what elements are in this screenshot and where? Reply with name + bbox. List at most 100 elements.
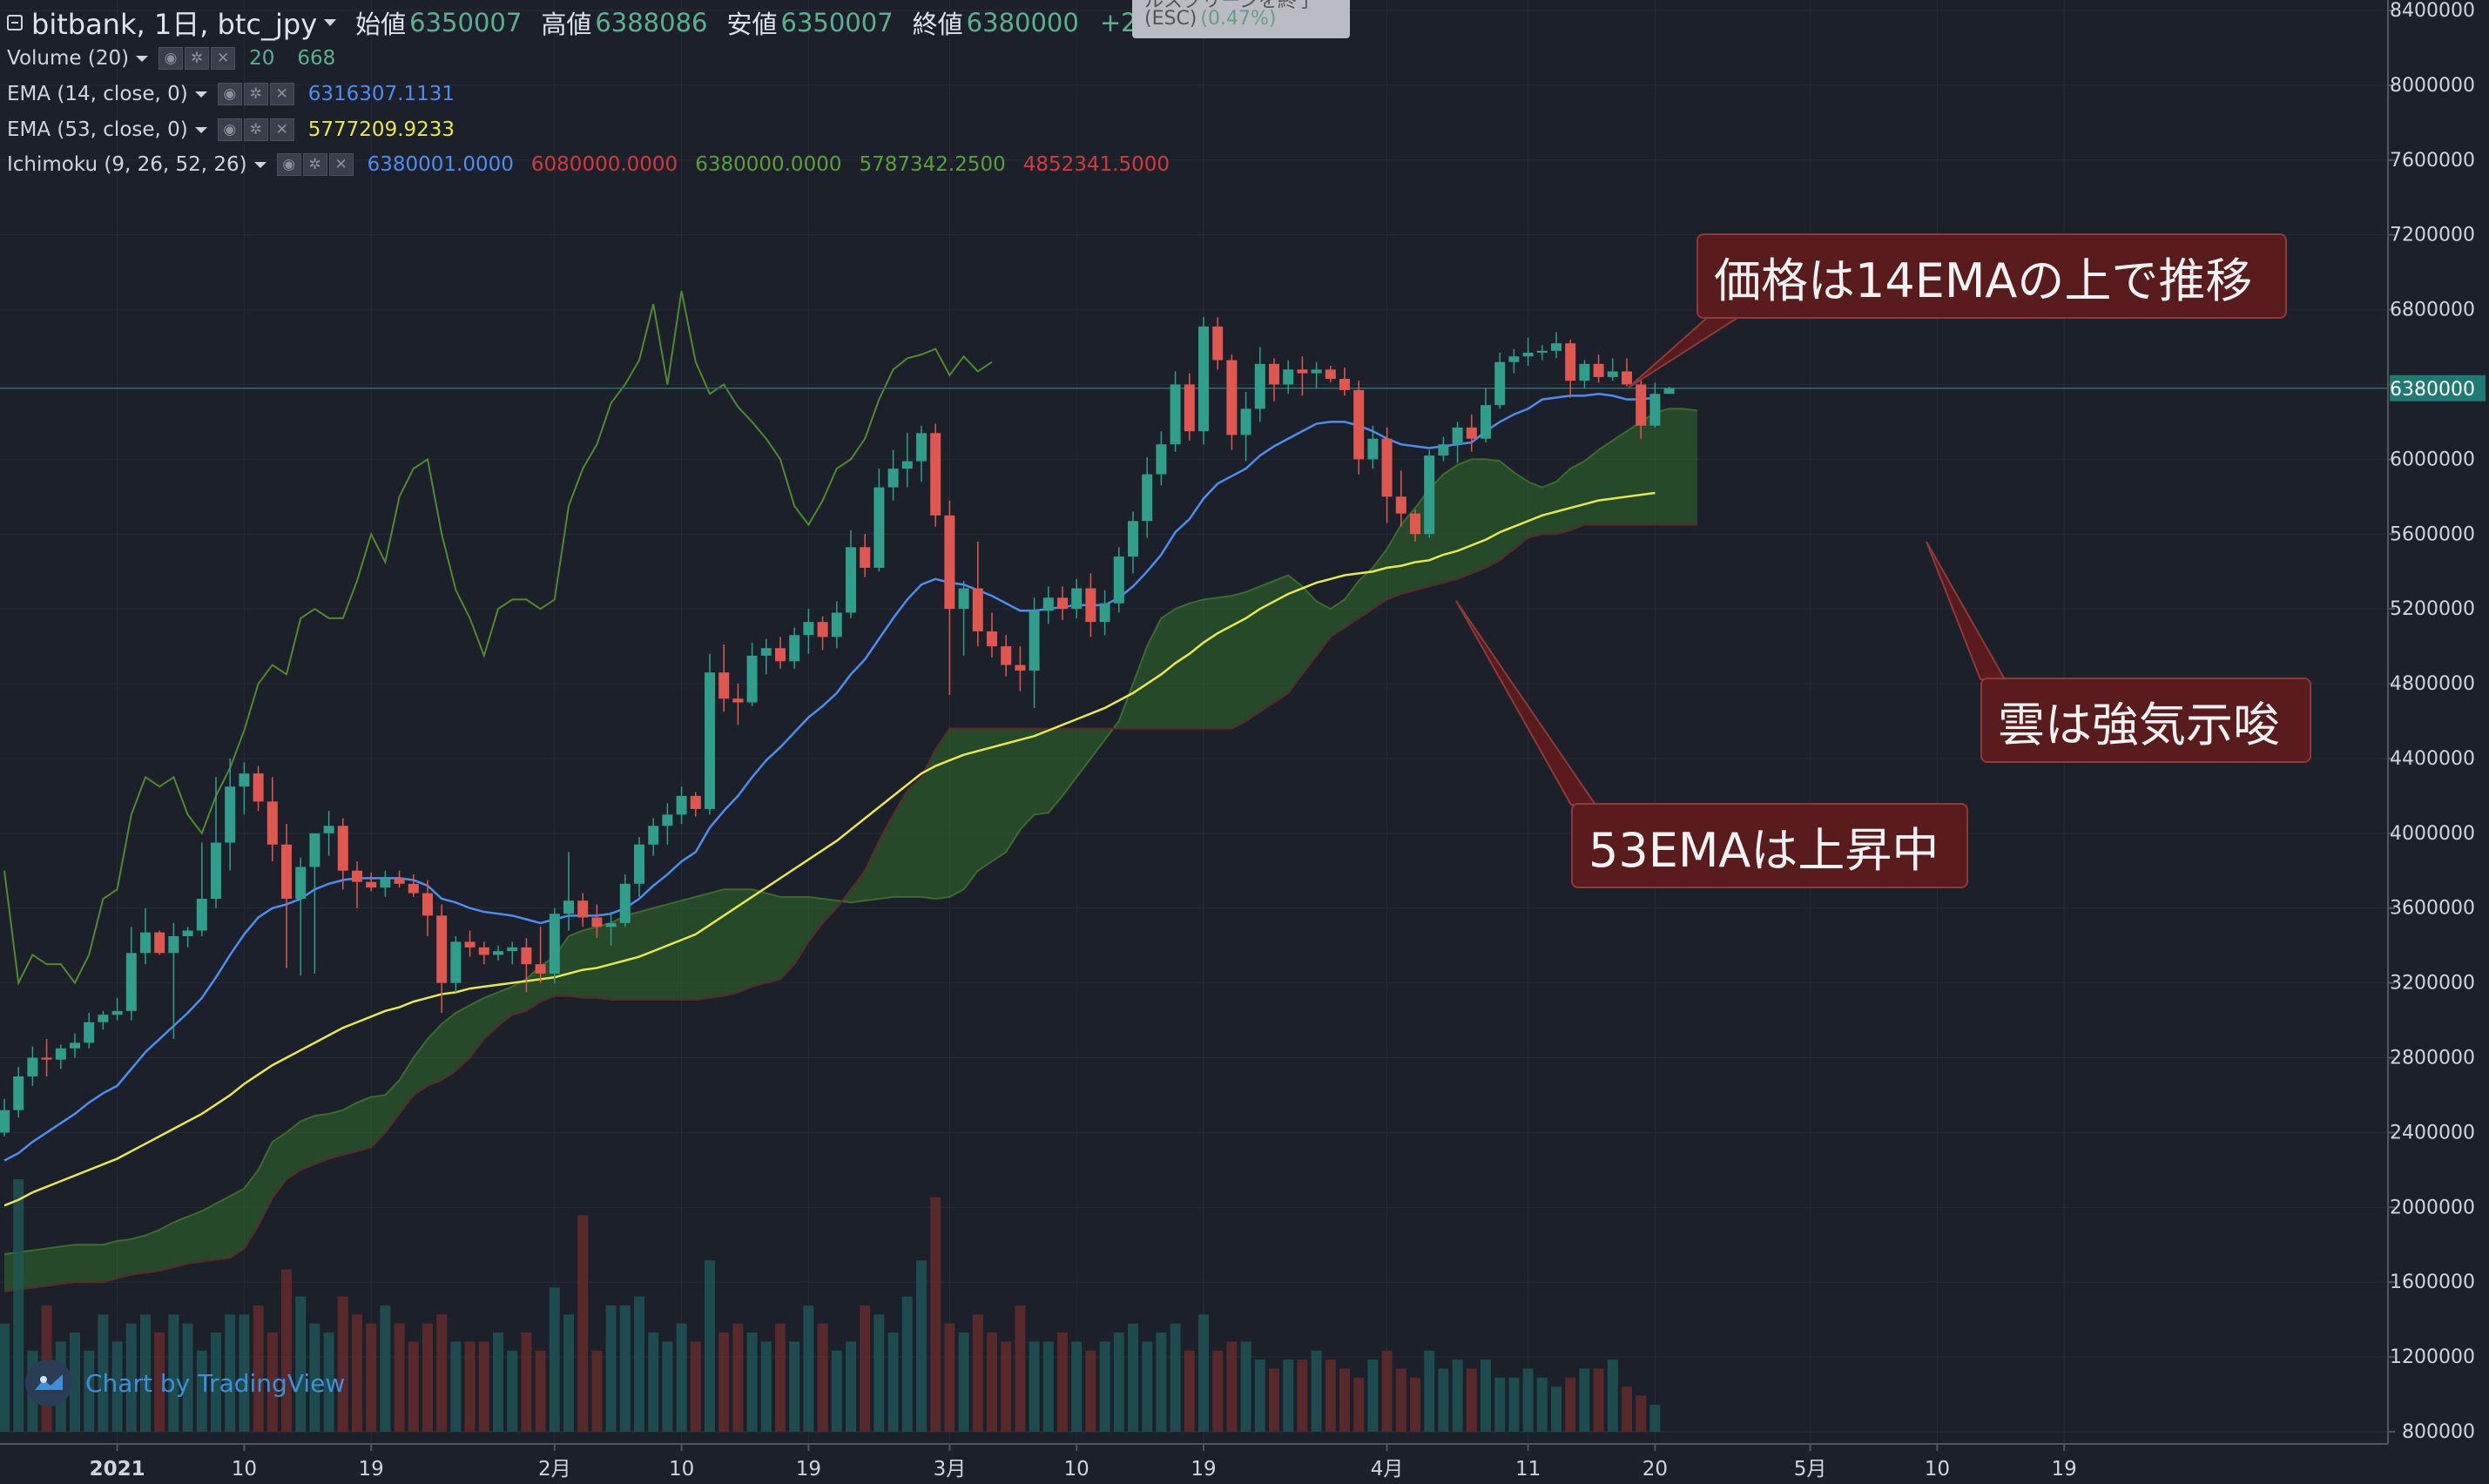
- collapse-legend-icon[interactable]: [7, 15, 23, 30]
- volume-bar: [930, 1197, 941, 1432]
- candle-body: [705, 672, 715, 809]
- candle-body: [478, 947, 489, 955]
- chevron-down-icon[interactable]: [324, 19, 337, 26]
- indicator-name[interactable]: EMA (14, close, 0): [7, 83, 188, 105]
- volume-bar: [239, 1314, 250, 1432]
- price-tick-label: 7600000: [2390, 150, 2475, 172]
- chevron-down-icon[interactable]: [194, 126, 207, 133]
- candle-body: [1607, 371, 1618, 377]
- change-percent: (0.47%): [1200, 8, 1277, 30]
- volume-bar: [84, 1350, 95, 1432]
- eye-icon[interactable]: ◉: [217, 118, 242, 141]
- candle-body: [295, 867, 307, 899]
- volume-bar: [211, 1332, 221, 1432]
- candle-body: [1240, 408, 1251, 435]
- candle-body: [309, 833, 320, 867]
- indicator-name[interactable]: EMA (53, close, 0): [7, 118, 188, 141]
- candle-body: [111, 1010, 123, 1015]
- volume-bar: [521, 1332, 532, 1432]
- volume-bar: [577, 1215, 589, 1432]
- candle-body: [549, 914, 560, 974]
- indicator-volume[interactable]: Volume (20) ◉ ✲ ✕ 20 668: [7, 44, 358, 73]
- volume-bar: [860, 1305, 871, 1432]
- volume-bar: [196, 1350, 207, 1432]
- volume-bar: [154, 1332, 165, 1432]
- volume-bar: [775, 1323, 786, 1432]
- candle-body: [1001, 646, 1012, 665]
- volume-bar: [549, 1287, 560, 1432]
- indicator-name[interactable]: Ichimoku (9, 26, 52, 26): [7, 153, 247, 176]
- candle-body: [1424, 455, 1435, 535]
- candle-body: [422, 893, 433, 916]
- candle-body: [266, 801, 278, 845]
- cloud-span-a: [3, 408, 1698, 1255]
- candle-body: [196, 899, 207, 931]
- volume-bar: [309, 1323, 320, 1432]
- volume-bar: [1113, 1332, 1124, 1432]
- close-icon[interactable]: ✕: [269, 118, 294, 141]
- candle-body: [676, 795, 687, 815]
- close-icon[interactable]: ✕: [328, 153, 354, 176]
- tradingview-watermark[interactable]: Chart by TradingView: [24, 1359, 345, 1407]
- candle-body: [1156, 444, 1167, 475]
- candle-body: [958, 588, 969, 610]
- candle-body: [605, 922, 617, 928]
- ichimoku-cloud: [4, 408, 1697, 1292]
- candle-body: [860, 547, 871, 568]
- volume-bar: [1452, 1359, 1463, 1432]
- eye-icon[interactable]: ◉: [217, 83, 242, 105]
- volume-bar: [1622, 1386, 1632, 1432]
- candle-body: [1057, 597, 1068, 610]
- time-tick-label: 10: [669, 1458, 694, 1481]
- candle-body: [1184, 384, 1195, 432]
- eye-icon[interactable]: ◉: [159, 47, 184, 70]
- candle-body: [140, 932, 151, 954]
- volume-bar: [450, 1341, 462, 1432]
- eye-icon[interactable]: ◉: [276, 153, 301, 176]
- symbol-title[interactable]: bitbank, 1日, btc_jpy: [31, 8, 318, 41]
- time-tick-label: 19: [359, 1458, 384, 1481]
- candle-body: [577, 901, 589, 918]
- candle-body: [1649, 394, 1661, 426]
- volume-bar: [916, 1260, 927, 1432]
- time-tick-label: 10: [232, 1458, 257, 1481]
- volume-bar: [70, 1332, 80, 1432]
- gear-icon[interactable]: ✲: [302, 153, 327, 176]
- time-axis[interactable]: 2021 10 19 2月 10 19 3月 10 19 4月 11 20 5月 10 19: [0, 1443, 2489, 1484]
- gear-icon[interactable]: ✲: [243, 83, 268, 105]
- candle-body: [1029, 610, 1040, 671]
- candle-body: [253, 773, 264, 802]
- volume-bar: [1042, 1341, 1054, 1432]
- chevron-down-icon[interactable]: [253, 161, 266, 168]
- candle-body: [930, 433, 941, 516]
- indicator-ema14[interactable]: EMA (14, close, 0) ◉ ✲ ✕ 6316307.1131: [7, 79, 477, 109]
- annotation-ema53-rising[interactable]: 53EMAは上昇中: [1571, 803, 1968, 888]
- low-label: 安値: [726, 10, 778, 39]
- price-tick-label: 6800000: [2390, 300, 2475, 321]
- indicator-name[interactable]: Volume (20): [7, 47, 130, 70]
- close-icon[interactable]: ✕: [211, 47, 236, 70]
- volume-bar: [1325, 1359, 1336, 1432]
- volume-bar: [253, 1305, 264, 1432]
- annotation-cloud-bullish[interactable]: 雲は強気示唆: [1980, 678, 2311, 763]
- volume-bar: [619, 1305, 631, 1432]
- chevron-down-icon[interactable]: [194, 91, 207, 98]
- gear-icon[interactable]: ✲: [185, 47, 210, 70]
- volume-bar: [337, 1296, 348, 1432]
- annotation-price-above-ema14[interactable]: 価格は14EMAの上で推移: [1696, 233, 2287, 319]
- indicator-ichimoku[interactable]: Ichimoku (9, 26, 52, 26) ◉ ✲ ✕ 6380001.000…: [7, 150, 1192, 179]
- indicator-value: 6380001.0000: [367, 153, 514, 176]
- candle-body: [887, 469, 899, 488]
- chevron-down-icon[interactable]: [136, 55, 149, 62]
- annotation-text: 53EMAは上昇中: [1589, 822, 1939, 878]
- close-icon[interactable]: ✕: [269, 83, 294, 105]
- time-tick-label: 10: [1925, 1458, 1950, 1481]
- gear-icon[interactable]: ✲: [243, 118, 268, 141]
- volume-bar: [1184, 1350, 1195, 1432]
- indicator-ema53[interactable]: EMA (53, close, 0) ◉ ✲ ✕ 5777209.9233: [7, 115, 477, 145]
- price-axis[interactable]: 8400000800000076000007200000680000064000…: [2387, 0, 2489, 1484]
- candle-body: [535, 964, 546, 974]
- volume-bar: [732, 1323, 744, 1432]
- volume-bar: [1438, 1368, 1449, 1432]
